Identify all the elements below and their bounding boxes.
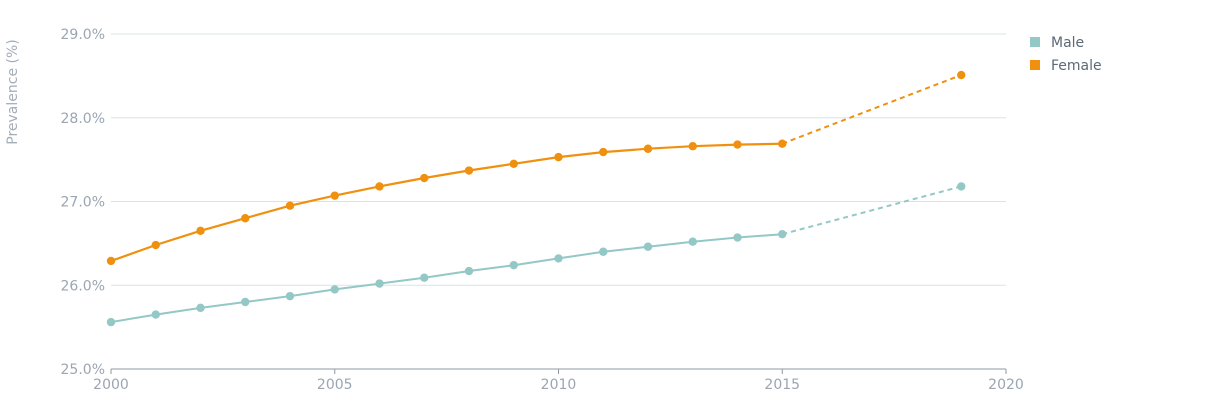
data-point: [778, 229, 787, 239]
series-female: [106, 70, 966, 266]
data-point: [643, 144, 653, 153]
data-point: [285, 291, 295, 301]
series-layer: [106, 70, 966, 327]
data-point: [509, 260, 518, 270]
projection-point: [957, 182, 966, 191]
data-point: [420, 273, 429, 282]
data-point: [241, 214, 250, 223]
y-axis-label: Prevalence (%): [5, 39, 21, 145]
x-tick-label: 2020: [988, 377, 1024, 393]
x-axis-ticks: 2000 2005 2010 2015 2020: [93, 369, 1024, 393]
legend-label: Male: [1051, 35, 1084, 51]
data-point: [464, 166, 474, 175]
data-point: [688, 237, 697, 246]
data-point: [733, 140, 742, 149]
y-tick-label: 25.0%: [61, 362, 105, 378]
x-tick-label: 2000: [93, 377, 129, 393]
data-point: [554, 152, 563, 162]
projection-line: [782, 185, 962, 236]
data-point: [599, 147, 608, 157]
data-point: [375, 279, 384, 288]
y-tick-label: 27.0%: [61, 195, 105, 211]
data-point: [733, 233, 742, 242]
legend-swatch: [1030, 60, 1040, 70]
data-point: [241, 297, 250, 307]
series-line: [110, 142, 783, 263]
x-tick-label: 2015: [764, 377, 800, 393]
x-tick-label: 2005: [317, 377, 353, 393]
data-point: [554, 254, 563, 263]
data-point: [285, 201, 295, 210]
legend-swatch: [1030, 37, 1040, 47]
legend-label: Female: [1051, 58, 1102, 74]
projection-line: [781, 74, 962, 145]
series-line: [110, 233, 783, 324]
data-point: [778, 139, 787, 148]
legend: Male Female: [1030, 35, 1102, 74]
grid-lines: [111, 33, 1006, 286]
data-point: [375, 182, 384, 191]
data-point: [106, 317, 116, 327]
projection-point: [957, 70, 966, 80]
data-point: [151, 240, 160, 250]
data-point: [330, 191, 339, 200]
data-point: [106, 256, 116, 266]
data-point: [599, 247, 608, 256]
y-tick-label: 29.0%: [61, 27, 105, 43]
data-point: [196, 226, 205, 236]
series-male: [106, 182, 966, 327]
data-point: [420, 173, 429, 183]
data-point: [330, 285, 339, 294]
data-point: [643, 242, 653, 251]
y-tick-label: 28.0%: [61, 111, 105, 127]
x-tick-label: 2010: [541, 377, 577, 393]
data-point: [509, 159, 518, 169]
data-point: [464, 266, 474, 276]
data-point: [151, 310, 160, 319]
data-point: [196, 303, 205, 313]
data-point: [688, 142, 697, 151]
y-axis-ticks: 25.0% 26.0% 27.0% 28.0% 29.0%: [61, 27, 105, 378]
y-tick-label: 26.0%: [61, 278, 105, 294]
